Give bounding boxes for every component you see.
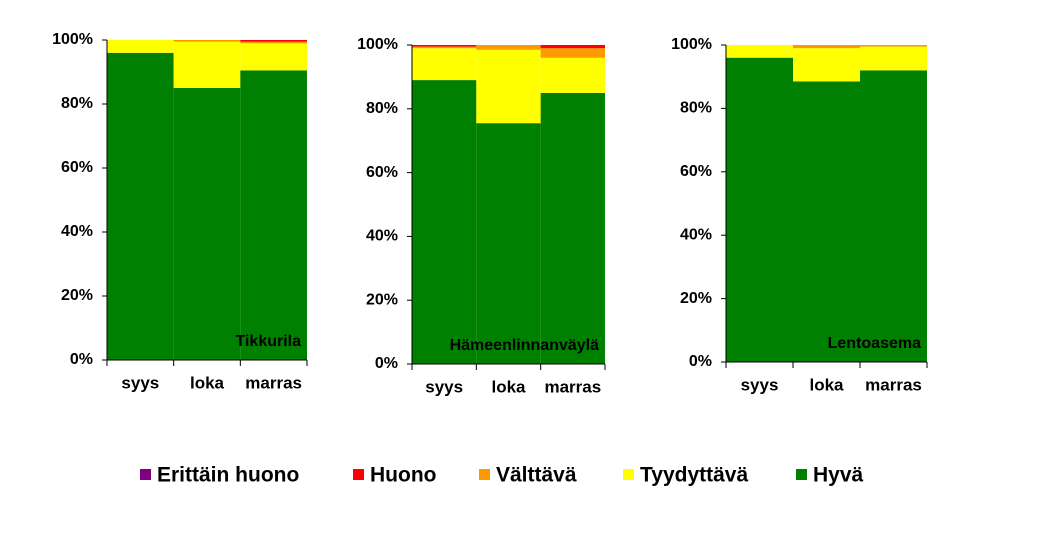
- bar-segment: [240, 41, 307, 44]
- y-tick-label: 60%: [680, 163, 712, 180]
- legend-swatch: [140, 469, 151, 480]
- legend-label: Huono: [370, 464, 436, 487]
- y-tick-label: 80%: [680, 100, 712, 117]
- bar-segment: [240, 43, 307, 71]
- x-tick-label: marras: [865, 375, 922, 394]
- legend-label: Tyydyttävä: [640, 464, 748, 487]
- panel-label: Lentoasema: [828, 335, 921, 352]
- bar-segment: [173, 40, 241, 42]
- bar-segment: [476, 123, 541, 364]
- bar-segment: [726, 57, 793, 363]
- y-tick-label: 0%: [70, 351, 93, 368]
- bar-segment: [540, 48, 605, 58]
- legend-label: Hyvä: [813, 464, 864, 487]
- legend-swatch: [796, 469, 807, 480]
- x-tick-label: loka: [809, 375, 844, 394]
- bar-segment: [107, 52, 174, 361]
- bar-segment: [540, 92, 605, 364]
- x-tick-label: marras: [245, 373, 302, 392]
- y-tick-label: 60%: [366, 164, 398, 181]
- bar-segment: [173, 88, 241, 360]
- x-tick-label: loka: [491, 377, 526, 396]
- x-tick-label: syys: [121, 373, 159, 392]
- bar-segment: [240, 40, 307, 42]
- bar-segment: [476, 49, 541, 124]
- bar-segment: [860, 70, 927, 363]
- bar-segment: [540, 45, 605, 49]
- y-tick-label: 0%: [375, 355, 398, 372]
- y-tick-label: 20%: [680, 290, 712, 307]
- x-tick-label: loka: [190, 373, 225, 392]
- bar-segment: [412, 48, 477, 81]
- bar-segment: [476, 45, 541, 50]
- bar-segment: [173, 41, 241, 88]
- bar-segment: [860, 45, 927, 47]
- bar-segment: [412, 80, 477, 364]
- x-tick-label: syys: [425, 377, 463, 396]
- legend-swatch: [623, 469, 634, 480]
- bar-segment: [793, 45, 860, 49]
- panel-label: Tikkurila: [235, 333, 301, 350]
- panel-label: Hämeenlinnanväylä: [450, 337, 600, 354]
- legend-label: Erittäin huono: [157, 464, 299, 487]
- bar-segment: [412, 45, 477, 47]
- bar-segment: [860, 46, 927, 71]
- y-tick-label: 100%: [671, 36, 712, 53]
- legend-label: Välttävä: [496, 464, 577, 487]
- bar-segment: [540, 57, 605, 93]
- y-tick-label: 100%: [52, 31, 93, 48]
- y-tick-label: 40%: [366, 228, 398, 245]
- y-tick-label: 80%: [61, 95, 93, 112]
- bar-segment: [793, 81, 860, 362]
- y-tick-label: 40%: [61, 223, 93, 240]
- bar-segment: [240, 70, 307, 361]
- legend-swatch: [353, 469, 364, 480]
- y-tick-label: 20%: [61, 287, 93, 304]
- y-tick-label: 60%: [61, 159, 93, 176]
- y-tick-label: 0%: [689, 353, 712, 370]
- x-tick-label: syys: [741, 375, 779, 394]
- bar-segment: [793, 48, 860, 82]
- y-tick-label: 80%: [366, 100, 398, 117]
- bar-segment: [107, 40, 174, 53]
- y-tick-label: 40%: [680, 226, 712, 243]
- legend-swatch: [479, 469, 490, 480]
- y-tick-label: 100%: [357, 36, 398, 53]
- bar-segment: [412, 46, 477, 49]
- y-tick-label: 20%: [366, 291, 398, 308]
- x-tick-label: marras: [544, 377, 601, 396]
- bar-segment: [726, 45, 793, 58]
